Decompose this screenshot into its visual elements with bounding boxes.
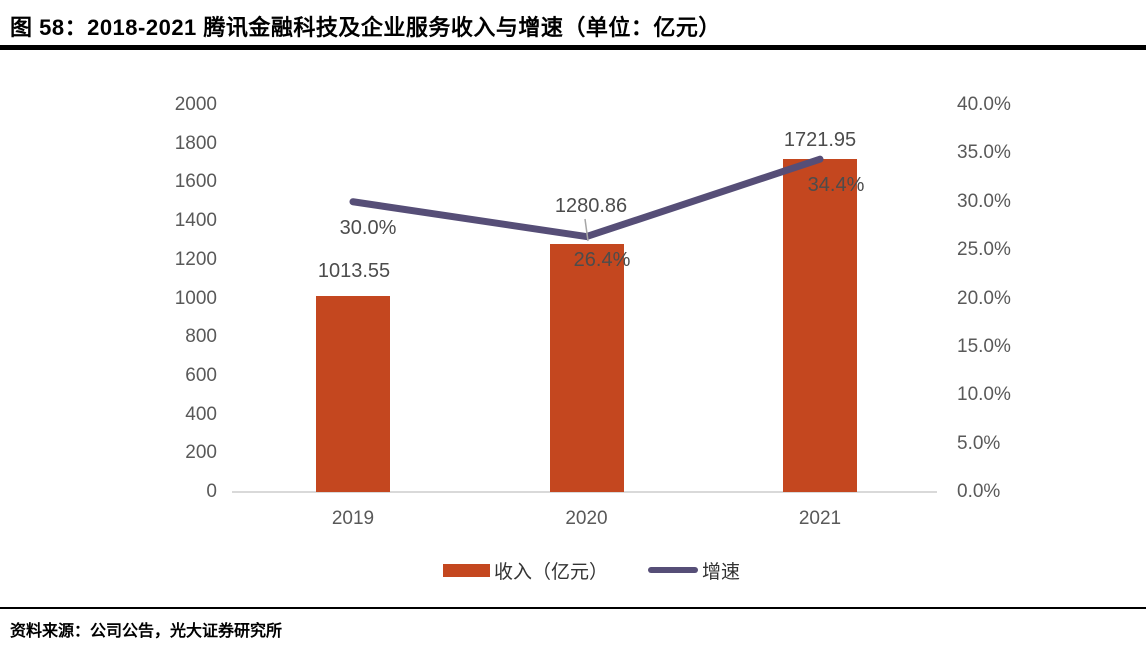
y-axis-tick-right: 40.0% — [957, 94, 1011, 115]
growth-pct-label: 30.0% — [339, 217, 397, 239]
y-axis-tick-left: 400 — [185, 403, 217, 425]
legend-label-revenue: 收入（亿元） — [494, 561, 609, 583]
bar-value-label: 1280.86 — [554, 195, 628, 217]
y-axis-tick-left: 2000 — [174, 94, 217, 115]
y-axis-tick-right: 15.0% — [957, 335, 1011, 357]
growth-swatch-icon — [648, 567, 699, 573]
y-axis-tick-right: 30.0% — [957, 190, 1011, 212]
y-axis-tick-right: 0.0% — [957, 481, 1001, 502]
source-note: 资料来源：公司公告，光大证券研究所 — [10, 623, 283, 640]
y-axis-tick-left: 1200 — [174, 248, 217, 270]
legend-item-growth: 增速 — [648, 557, 740, 584]
footer-rule — [0, 607, 1146, 609]
x-axis-label: 2019 — [331, 508, 375, 529]
y-axis-tick-left: 200 — [185, 442, 217, 464]
x-axis-label: 2021 — [798, 508, 842, 529]
x-axis-line — [232, 491, 937, 493]
x-axis-label: 2020 — [565, 508, 608, 529]
revenue-swatch-icon — [443, 563, 490, 577]
y-axis-tick-right: 20.0% — [957, 287, 1011, 309]
y-axis-tick-right: 25.0% — [957, 239, 1011, 261]
y-axis-tick-left: 1800 — [174, 132, 217, 154]
legend-label-growth: 增速 — [702, 561, 741, 583]
title-underline-rule — [0, 45, 1146, 50]
legend-item-revenue: 收入（亿元） — [443, 557, 608, 584]
revenue-bar — [316, 295, 390, 492]
label-leader-line — [584, 218, 589, 242]
y-axis-tick-right: 35.0% — [957, 142, 1011, 164]
figure-title: 图 58：2018-2021 腾讯金融科技及企业服务收入与增速（单位：亿元） — [10, 15, 721, 40]
revenue-bar — [783, 158, 857, 492]
y-axis-tick-left: 1600 — [174, 171, 217, 193]
y-axis-tick-left: 1400 — [174, 210, 217, 232]
y-axis-tick-left: 1000 — [174, 287, 217, 309]
bar-value-label: 1721.95 — [783, 129, 857, 151]
chart-legend: 收入（亿元） 增速 — [443, 556, 740, 584]
bar-value-label: 1013.55 — [317, 260, 391, 282]
growth-pct-label: 26.4% — [573, 249, 631, 271]
y-axis-tick-right: 5.0% — [957, 432, 1001, 454]
revenue-bar — [549, 244, 624, 492]
y-axis-tick-left: 600 — [185, 364, 217, 386]
y-axis-tick-left: 0 — [206, 481, 217, 502]
y-axis-tick-right: 10.0% — [957, 384, 1011, 406]
y-axis-tick-left: 800 — [185, 326, 217, 348]
growth-pct-label: 34.4% — [807, 174, 865, 196]
